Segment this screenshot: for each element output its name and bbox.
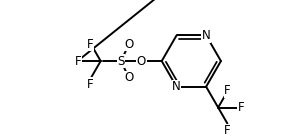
Text: F: F bbox=[224, 124, 231, 137]
Text: F: F bbox=[75, 55, 81, 68]
Text: F: F bbox=[87, 78, 94, 91]
Text: N: N bbox=[172, 80, 181, 93]
Text: O: O bbox=[124, 38, 133, 51]
Text: S: S bbox=[117, 55, 125, 68]
Text: F: F bbox=[87, 38, 94, 51]
Text: F: F bbox=[224, 84, 231, 97]
Text: O: O bbox=[124, 71, 133, 84]
Text: F: F bbox=[238, 101, 244, 114]
Text: N: N bbox=[202, 29, 211, 42]
Text: O: O bbox=[137, 55, 146, 68]
